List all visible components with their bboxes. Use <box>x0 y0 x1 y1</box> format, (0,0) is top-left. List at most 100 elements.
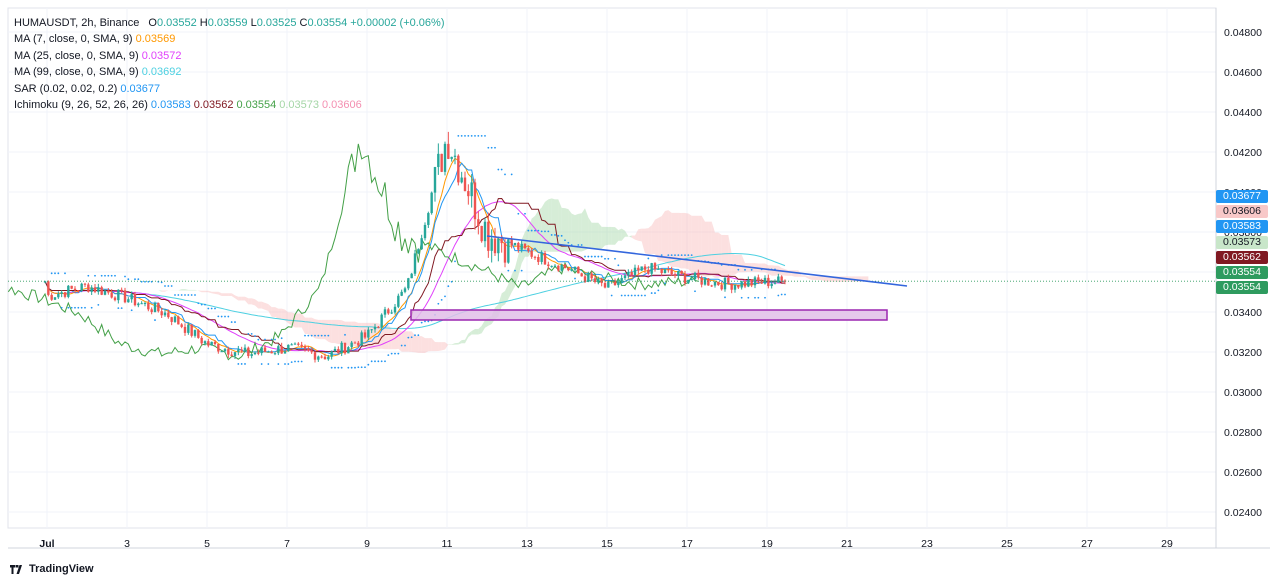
candle-body <box>633 267 637 276</box>
candle-body <box>497 238 500 254</box>
candle-body <box>257 352 260 354</box>
sar-dot <box>394 352 396 355</box>
candle-body <box>377 326 380 328</box>
sar-dot <box>527 229 530 232</box>
candle-body <box>53 297 57 300</box>
sar-dot <box>84 306 86 309</box>
candle-body <box>517 242 520 250</box>
sar-dot <box>504 173 506 176</box>
candle-body <box>347 347 350 354</box>
sar-dot <box>594 255 596 258</box>
cloud-segment <box>251 298 255 306</box>
sar-dot <box>400 344 403 347</box>
chart-grid <box>7 7 1217 529</box>
cloud-segment <box>335 319 339 345</box>
candle-body <box>463 177 467 192</box>
candle-body <box>107 290 110 293</box>
indicator-row[interactable]: MA (99, close, 0, SMA, 9) 0.03692 <box>14 64 444 80</box>
candle-body <box>483 221 487 242</box>
sar-dot <box>247 332 250 335</box>
tradingview-footer[interactable]: TradingView <box>10 563 94 575</box>
sar-dot <box>494 146 496 149</box>
sar-dot <box>440 298 443 301</box>
x-tick-label: 21 <box>841 538 853 550</box>
indicator-row[interactable]: Ichimoku (9, 26, 52, 26, 26) 0.03583 0.035… <box>14 97 444 113</box>
cloud-segment <box>601 226 605 249</box>
sar-dot <box>757 296 760 299</box>
candle-body <box>623 275 627 279</box>
cloud-segment <box>305 317 309 335</box>
cloud-segment <box>428 338 432 352</box>
candle-body <box>140 303 143 305</box>
candle-body <box>663 269 667 274</box>
sar-dot <box>100 274 103 277</box>
sar-dot <box>184 294 186 296</box>
price-tag: 0.03606 <box>1216 205 1268 219</box>
cloud-segment <box>541 201 545 252</box>
sar-dot <box>214 307 216 310</box>
candle-body <box>670 269 673 275</box>
sar-dot <box>404 344 406 347</box>
cloud-segment <box>628 235 632 238</box>
sar-dot <box>304 334 306 337</box>
x-tick-label: 17 <box>681 538 693 550</box>
sar-dot <box>500 168 503 171</box>
cloud-segment <box>655 217 659 262</box>
candle-body <box>597 278 600 283</box>
drawings[interactable] <box>8 235 1216 321</box>
cloud-segment <box>615 227 619 245</box>
sar-dot <box>224 315 226 318</box>
sar-dot <box>60 306 63 309</box>
cloud-segment <box>351 321 355 347</box>
candlesticks <box>43 131 787 363</box>
sar-dot <box>207 307 210 310</box>
cloud-segment <box>515 255 519 287</box>
sar-dot <box>610 294 613 297</box>
cloud-segment <box>275 307 279 319</box>
indicator-row[interactable]: SAR (0.02, 0.02, 0.2) 0.03677 <box>14 81 444 97</box>
cloud-segment <box>671 212 675 267</box>
candle-body <box>423 224 427 239</box>
candle-body <box>427 213 430 225</box>
cloud-segment <box>455 342 459 345</box>
sar-dot <box>227 315 230 318</box>
sar-dot <box>57 272 60 275</box>
candle-body <box>297 343 300 345</box>
candle-body <box>47 281 50 295</box>
cloud-segment <box>681 212 685 269</box>
candle-body <box>263 347 267 352</box>
sar-dot <box>674 254 676 257</box>
candle-body <box>350 342 353 348</box>
candle-body <box>320 356 323 358</box>
candle-body <box>200 337 203 344</box>
x-tick-label: 3 <box>124 538 130 550</box>
cloud-segment <box>411 331 415 353</box>
sar-dot <box>464 134 466 137</box>
sar-dot <box>340 366 343 369</box>
x-tick-label: 11 <box>442 538 453 550</box>
cloud-segment <box>261 301 265 310</box>
sar-dot <box>480 134 483 137</box>
indicator-row[interactable]: MA (25, close, 0, SMA, 9) 0.03572 <box>14 48 444 64</box>
candle-body <box>600 278 603 284</box>
candle-body <box>287 344 290 352</box>
candle-body <box>77 290 80 292</box>
sar-dot <box>644 294 646 297</box>
cloud-segment <box>651 219 655 254</box>
sar-dot <box>270 338 273 341</box>
cloud-segment <box>131 281 135 289</box>
indicator-row[interactable]: MA (7, close, 0, SMA, 9) 0.03569 <box>14 31 444 47</box>
candle-body <box>97 287 100 292</box>
support-zone-rectangle[interactable] <box>410 309 888 321</box>
sar-dot <box>454 260 456 263</box>
indicator-label: SAR (0.02, 0.02, 0.2) <box>14 82 118 95</box>
sar-dot <box>524 212 526 215</box>
x-tick-label: 27 <box>1081 538 1093 550</box>
candle-body <box>690 279 693 281</box>
candle-body <box>743 281 747 287</box>
trendline[interactable] <box>486 235 908 287</box>
cloud-segment <box>255 299 259 309</box>
symbol-row: HUMAUSDT, 2h, Binance O0.03552 H0.03559 … <box>14 15 444 31</box>
sar-dot <box>337 366 340 369</box>
